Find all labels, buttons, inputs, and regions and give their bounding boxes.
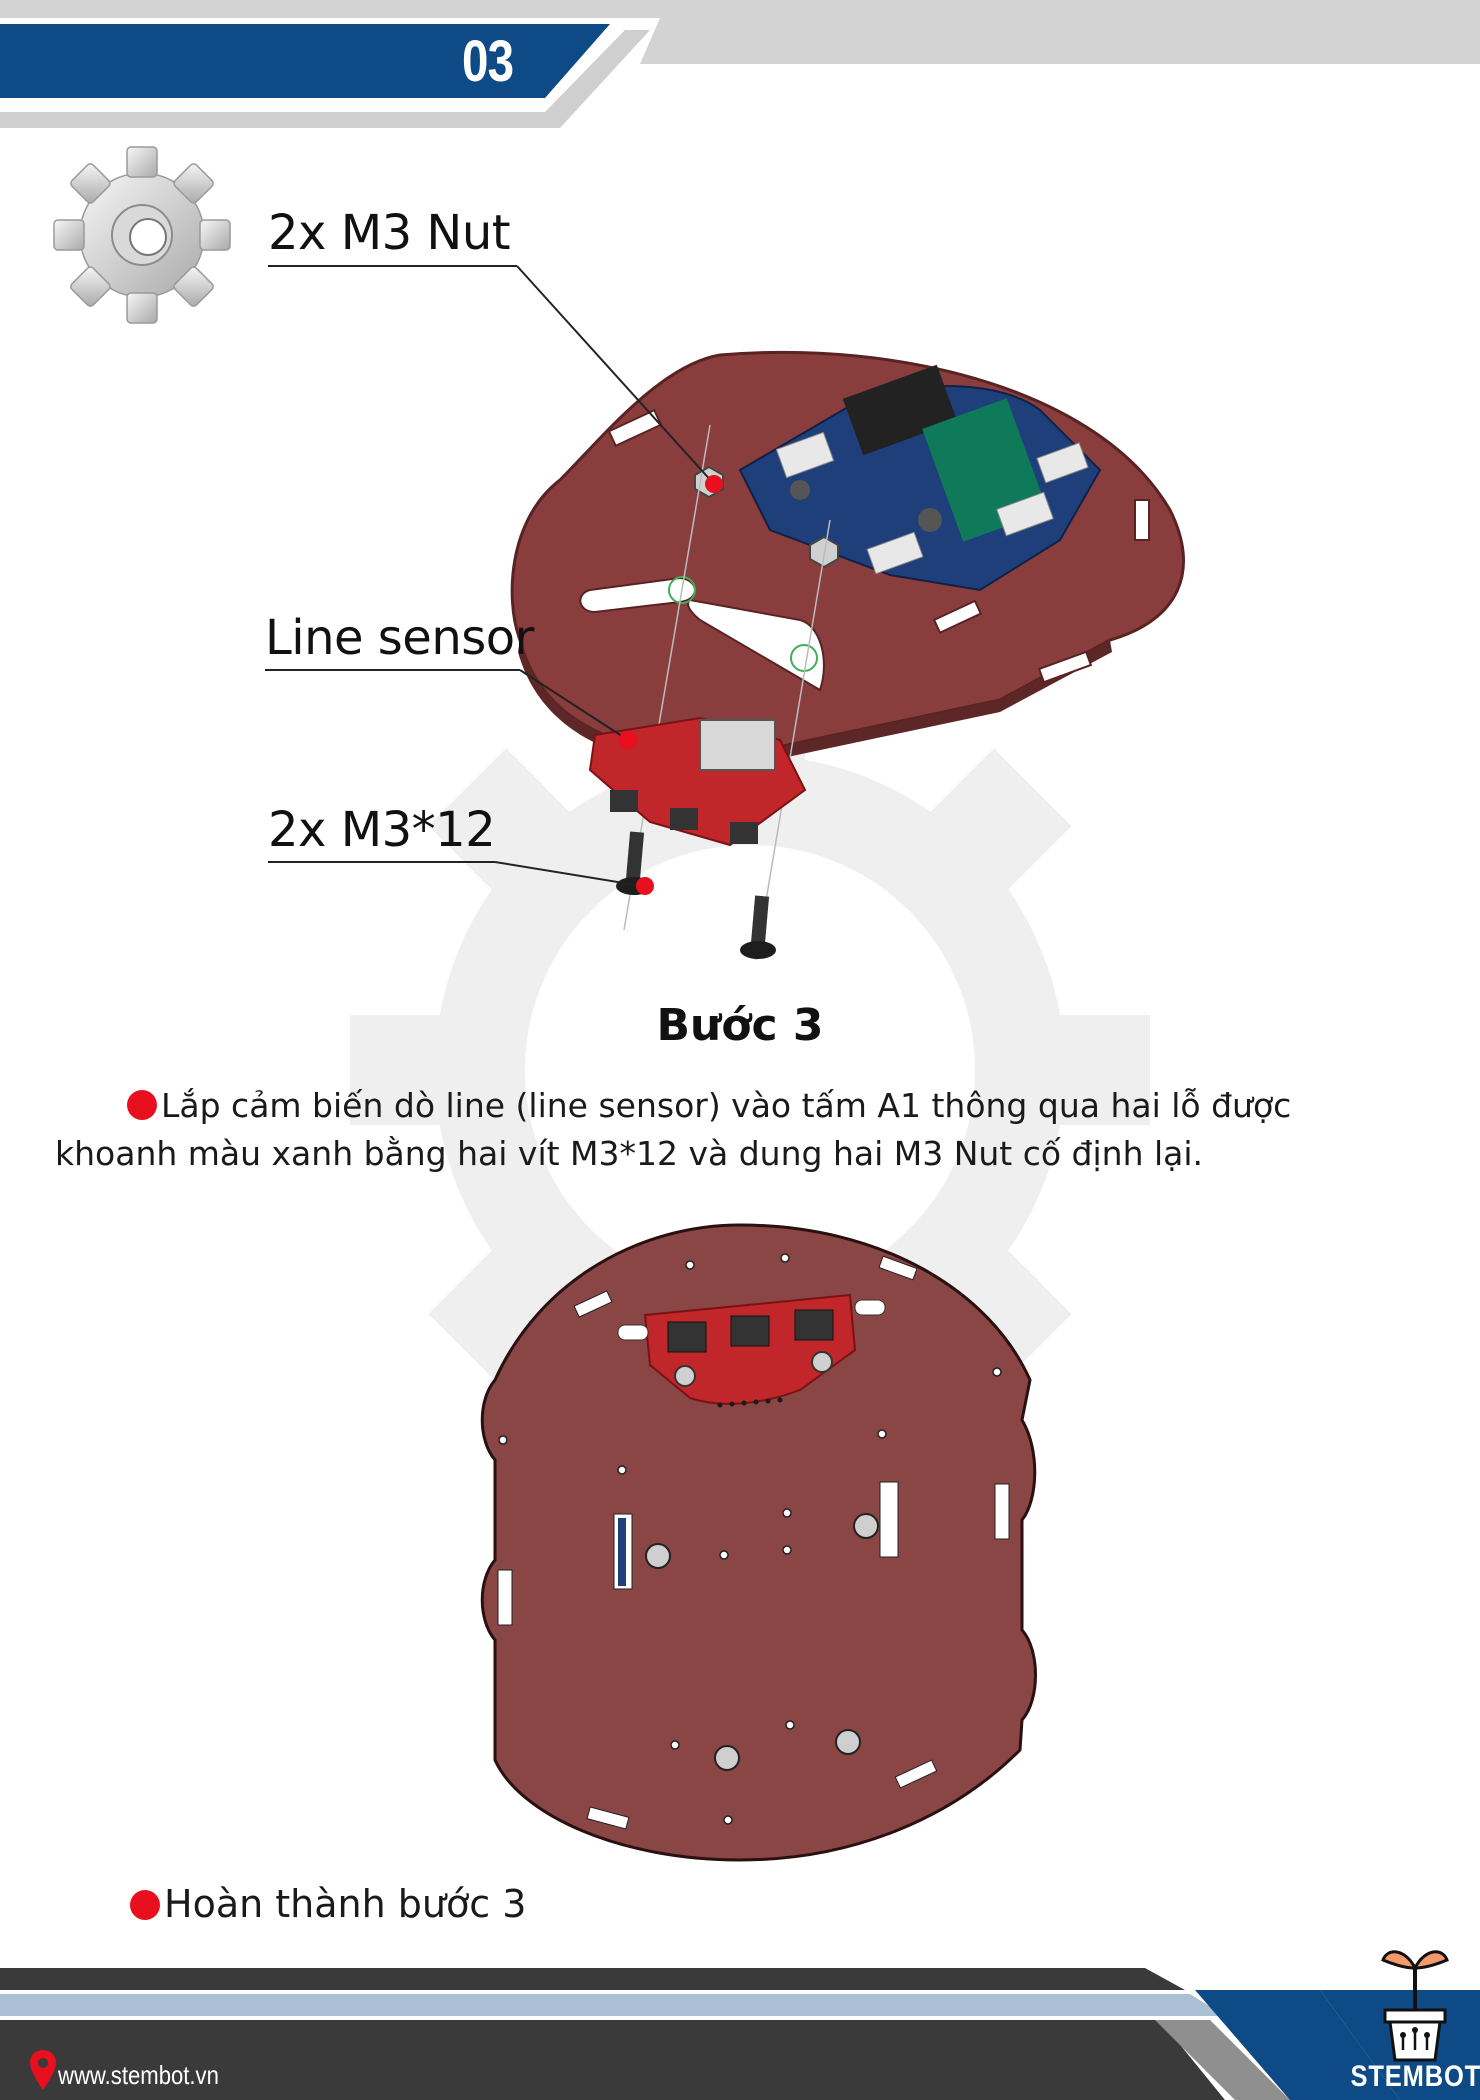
exploded-assembly-illustration [265,265,1185,961]
footer-band [0,1968,1480,2100]
callout-screw-label: 2x M3*12 [268,802,496,858]
website-link[interactable]: www.stembot.vn [58,2060,219,2090]
plant-pot-logo-icon [1381,1950,1449,2062]
chassis-plate-bottom [480,1223,1037,1862]
instruction-line-2: khoanh màu xanh bằng hai vít M3*12 và du… [55,1134,1204,1173]
location-pin-icon [30,2050,56,2090]
gear-icon [53,146,231,324]
page-number: 03 [462,29,514,94]
completed-assembly-illustration [480,1223,1037,1862]
header-band [0,0,1480,128]
instruction-line-1: Lắp cảm biến dò line (line sensor) vào t… [161,1086,1292,1125]
complete-text: Hoàn thành bước 3 [164,1882,527,1926]
step-instruction: Lắp cảm biến dò line (line sensor) vào t… [55,1082,1452,1178]
screw-right [740,895,776,959]
step-title: Bước 3 [656,1000,824,1051]
step-complete: Hoàn thành bước 3 [130,1882,526,1926]
callout-sensor-label: Line sensor [265,610,534,666]
bullet-icon [127,1090,157,1120]
brand-name: STEMBOT [1350,2060,1480,2093]
bullet-icon [130,1890,160,1920]
callout-nut-label: 2x M3 Nut [268,205,511,261]
